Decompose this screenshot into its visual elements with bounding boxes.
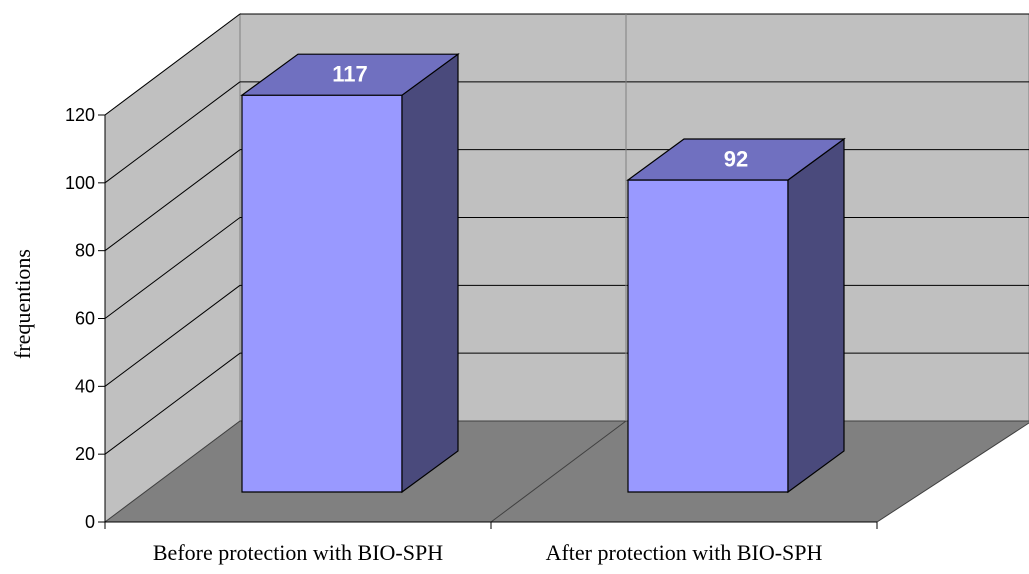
y-tick-label: 0 (85, 512, 95, 532)
bar-front (627, 179, 789, 493)
y-tick-label: 60 (75, 309, 95, 329)
y-axis-title: frequentions (10, 249, 35, 359)
data-label: 92 (724, 146, 748, 171)
y-tick-label: 80 (75, 241, 95, 261)
bar-top (240, 53, 460, 96)
bar-side (401, 52, 459, 494)
bar (626, 137, 846, 494)
labels: 117 Before protection with BIO-SPH 92 After… (153, 62, 823, 565)
data-label: 117 (332, 62, 368, 87)
y-tick-label: 120 (65, 105, 95, 125)
category-label: Before protection with BIO-SPH (153, 540, 443, 565)
bar-front (241, 94, 403, 493)
y-tick-label: 40 (75, 376, 95, 396)
gridline-side (104, 149, 241, 252)
gridline-side (104, 217, 241, 319)
y-tick-label: 20 (75, 444, 95, 464)
gridline-side (104, 81, 241, 184)
floor-divider (490, 420, 627, 523)
gridline-side (104, 352, 241, 455)
axes: 0 20 40 60 80 100 120 (65, 105, 878, 532)
y-tick-label: 100 (65, 173, 95, 193)
category-label: After protection with BIO-SPH (546, 540, 823, 565)
bars (240, 52, 846, 494)
bar-side (787, 137, 845, 494)
gridline-side (104, 284, 241, 387)
bar (240, 52, 460, 494)
bar-top (626, 138, 846, 181)
gridline-side (104, 13, 241, 116)
